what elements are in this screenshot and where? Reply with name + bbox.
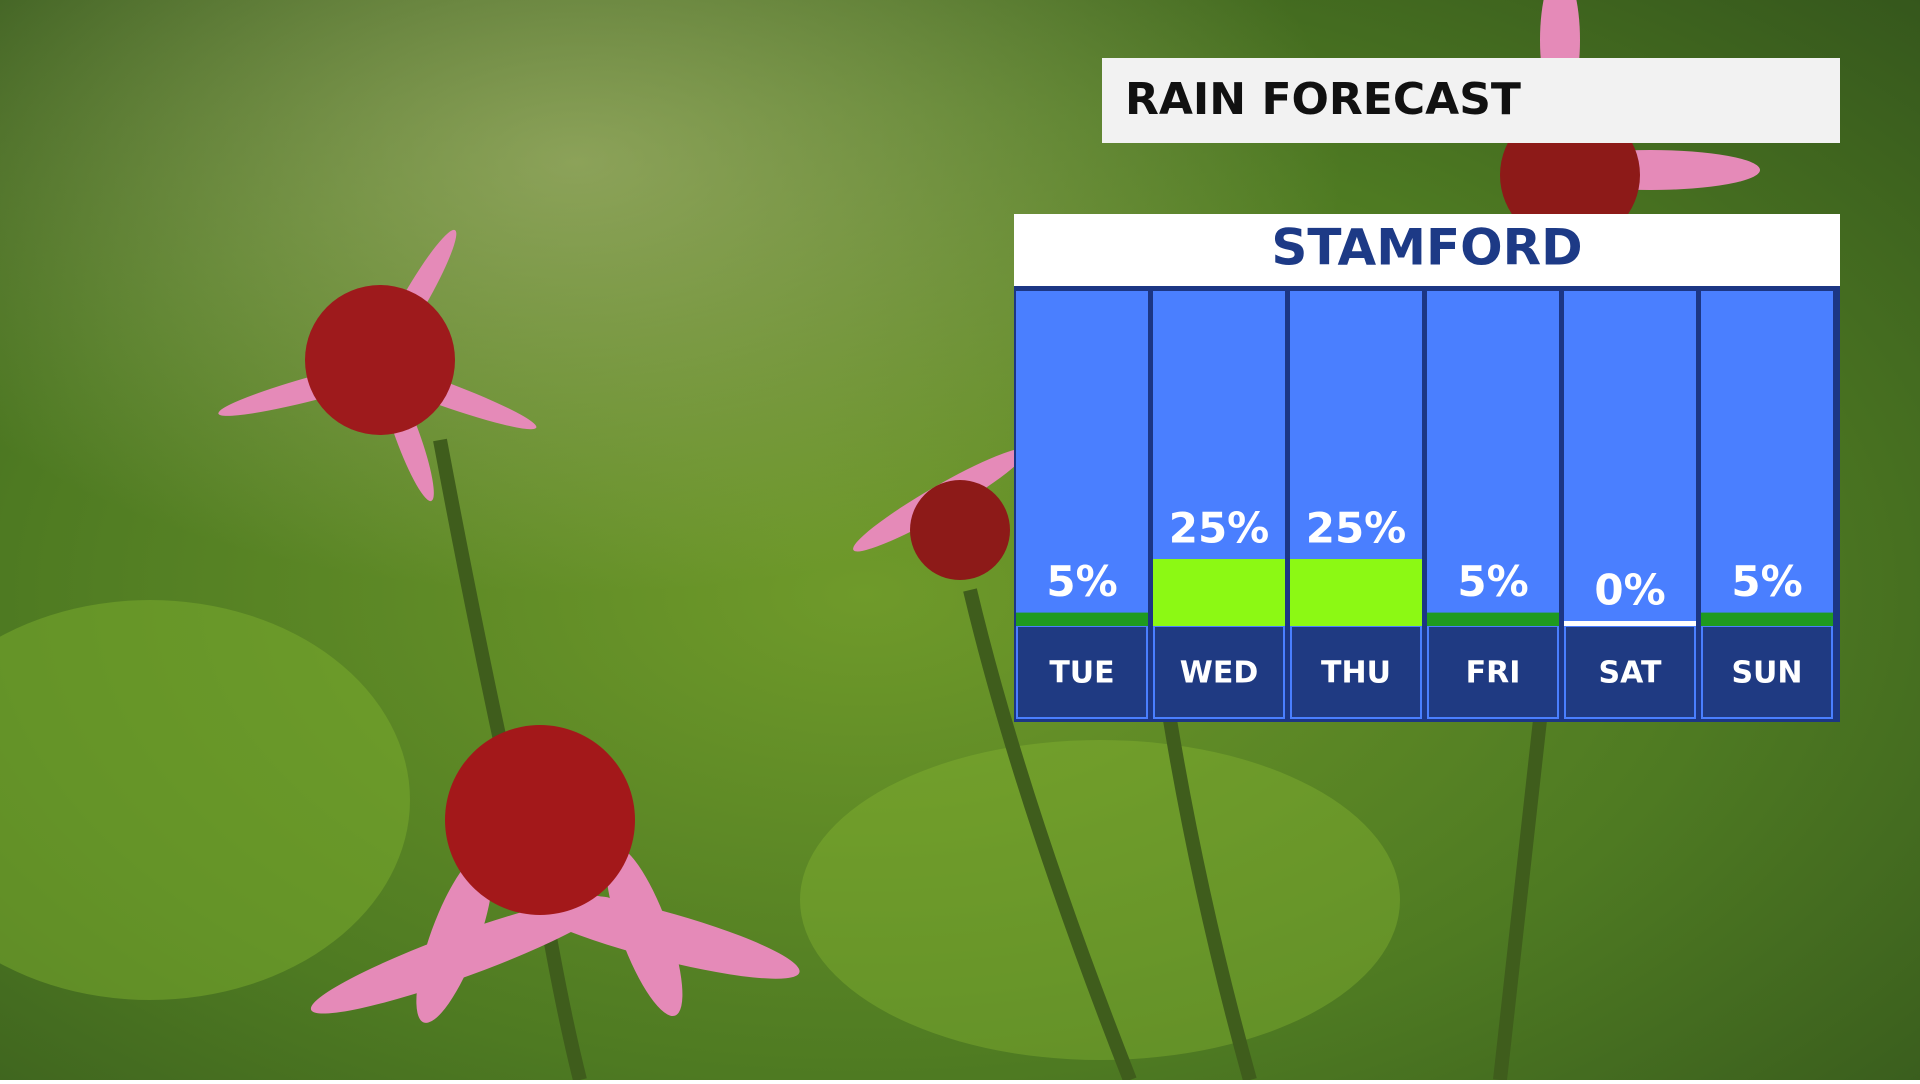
day-cell [1290,625,1422,719]
bar [1153,559,1285,626]
location-title: STAMFORD [1271,219,1582,277]
value-label: 5% [1046,557,1117,606]
chart-title: RAIN FORECAST [1125,74,1521,125]
column [1701,291,1833,626]
day-cell [1427,625,1559,719]
value-label: 5% [1457,557,1528,606]
day-cell [1564,625,1696,719]
column [1564,291,1696,626]
column [1016,291,1148,626]
x-tick-label: FRI [1466,656,1521,691]
x-tick-label: WED [1180,656,1259,691]
x-tick-label: TUE [1049,656,1114,691]
bar [1290,559,1422,626]
x-tick-label: SAT [1599,656,1662,691]
subtitle-box [1014,214,1840,286]
title-box [1102,58,1840,143]
day-cell [1153,625,1285,719]
bar [1701,612,1833,626]
x-tick-label: SUN [1731,656,1802,691]
x-tick-label: THU [1321,656,1391,691]
bar [1016,612,1148,626]
value-label: 0% [1594,566,1665,615]
bar [1564,621,1696,626]
value-label: 5% [1731,557,1802,606]
value-label: 25% [1169,504,1270,553]
bar [1427,612,1559,626]
value-label: 25% [1306,504,1407,553]
column [1427,291,1559,626]
day-cell [1701,625,1833,719]
